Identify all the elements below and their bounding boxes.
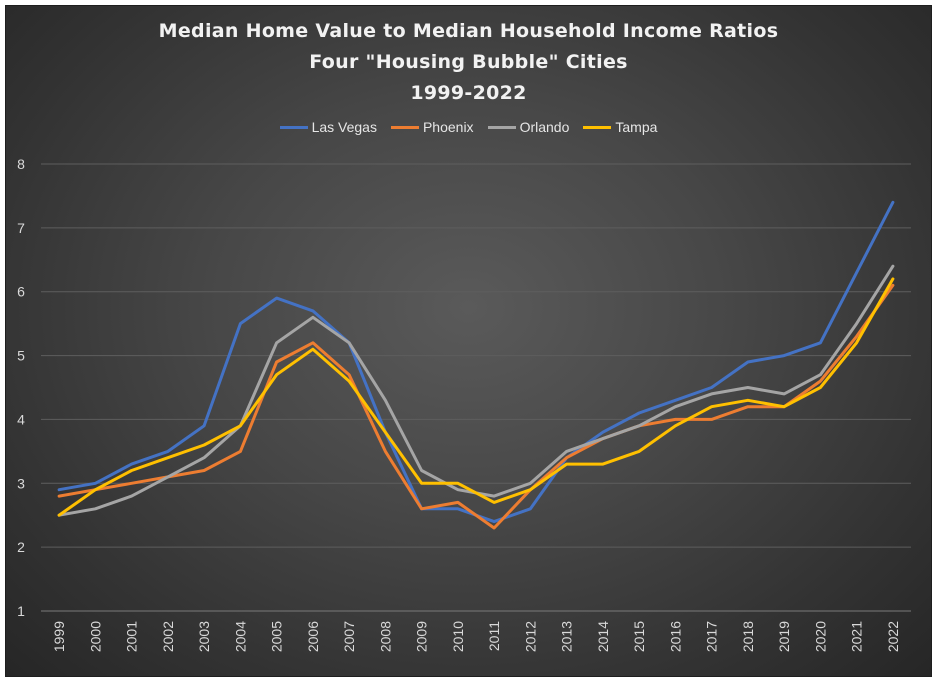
y-tick-label-2: 2 <box>17 539 25 555</box>
x-tick-label-2007: 2007 <box>341 621 357 652</box>
x-tick-label-2021: 2021 <box>849 621 865 652</box>
x-tick-label-2010: 2010 <box>450 621 466 652</box>
legend-label-tampa: Tampa <box>615 119 658 135</box>
series-line-tampa <box>57 277 895 517</box>
x-tick-label-2015: 2015 <box>631 621 647 652</box>
chart-legend: Las Vegas Phoenix Orlando Tampa <box>6 119 931 135</box>
x-tick-label-2011: 2011 <box>486 621 502 651</box>
x-tick-label-2020: 2020 <box>812 621 828 652</box>
plot-area: 1 2 3 4 5 6 7 8 1999 2000 2001 2002 2003 2004 2005 2006… <box>17 156 911 652</box>
x-tick-label-2013: 2013 <box>559 621 575 652</box>
chart-area: Median Home Value to Median Household In… <box>5 5 932 677</box>
x-tick-label-2017: 2017 <box>704 621 720 652</box>
legend-label-phoenix: Phoenix <box>422 119 474 135</box>
chart-title-line-3: 1999-2022 <box>410 82 527 104</box>
x-tick-label-2022: 2022 <box>885 621 901 652</box>
x-tick-label-2018: 2018 <box>740 621 756 652</box>
legend-swatch-las-vegas <box>279 125 308 129</box>
legend-item-tampa: Tampa <box>583 119 657 135</box>
x-tick-label-2002: 2002 <box>160 621 176 652</box>
legend-item-orlando: Orlando <box>487 119 570 135</box>
y-tick-label-4: 4 <box>17 411 25 427</box>
x-tick-label-2001: 2001 <box>124 621 140 652</box>
y-tick-label-1: 1 <box>17 603 25 619</box>
y-tick-label-8: 8 <box>17 156 25 172</box>
x-tick-label-2000: 2000 <box>87 621 103 652</box>
x-tick-label-1999: 1999 <box>51 621 67 652</box>
legend-swatch-orlando <box>487 125 516 129</box>
x-tick-label-2003: 2003 <box>196 621 212 652</box>
chart-title-line-1: Median Home Value to Median Household In… <box>158 20 779 42</box>
legend-swatch-tampa <box>583 125 612 129</box>
x-tick-label-2012: 2012 <box>522 621 538 652</box>
series-line-orlando <box>57 264 895 517</box>
chart-title-line-2: Four "Housing Bubble" Cities <box>309 51 628 73</box>
y-tick-label-3: 3 <box>17 475 25 491</box>
x-tick-label-2014: 2014 <box>595 621 611 652</box>
legend-label-las-vegas: Las Vegas <box>311 119 377 135</box>
x-tick-label-2004: 2004 <box>232 621 248 652</box>
x-tick-label-2008: 2008 <box>377 621 393 652</box>
y-tick-label-6: 6 <box>17 284 25 300</box>
series-line-phoenix <box>57 283 895 530</box>
x-tick-label-2019: 2019 <box>776 621 792 652</box>
legend-item-phoenix: Phoenix <box>390 119 474 135</box>
x-tick-label-2009: 2009 <box>414 621 430 652</box>
x-tick-label-2016: 2016 <box>667 621 683 652</box>
legend-item-las-vegas: Las Vegas <box>279 119 377 135</box>
x-tick-label-2005: 2005 <box>269 621 285 652</box>
x-tick-label-2006: 2006 <box>305 621 321 652</box>
y-tick-label-5: 5 <box>17 348 25 364</box>
legend-label-orlando: Orlando <box>519 119 570 135</box>
legend-swatch-phoenix <box>390 125 419 129</box>
y-tick-label-7: 7 <box>17 220 25 236</box>
